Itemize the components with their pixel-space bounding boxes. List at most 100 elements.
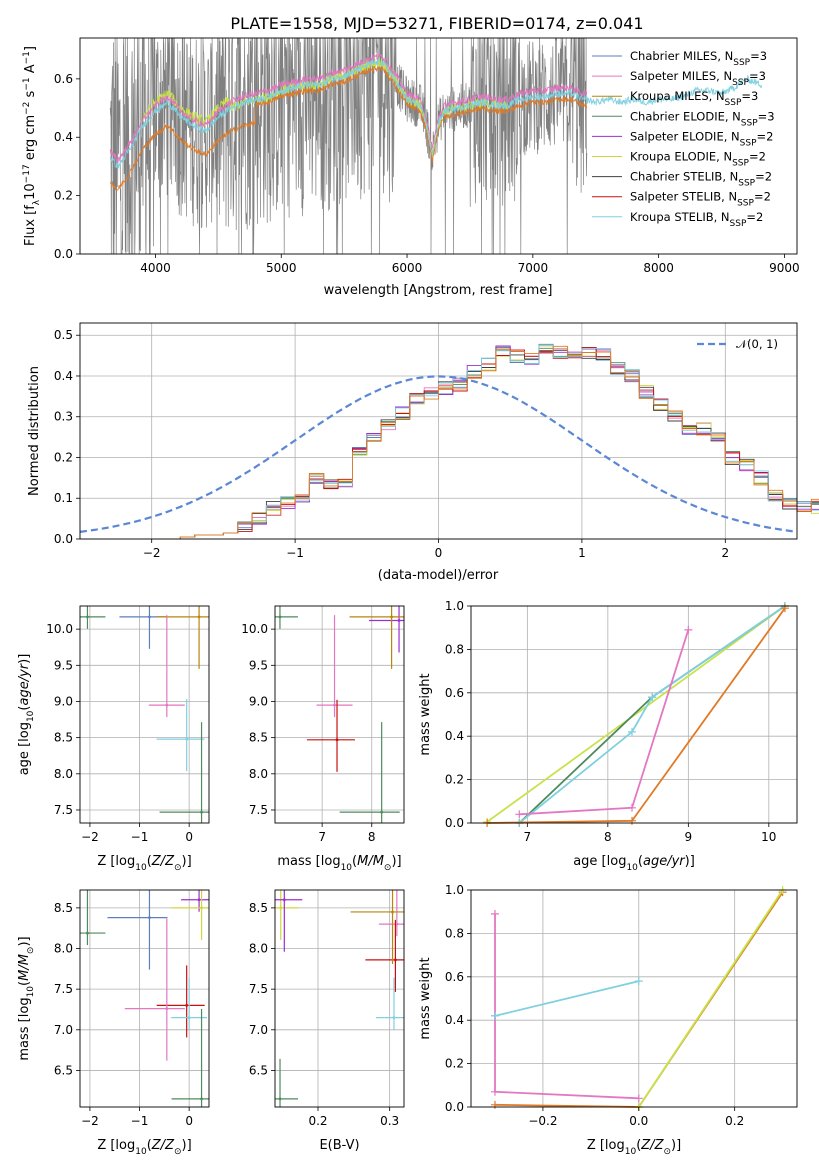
legend-label: Kroupa MILES, NSSP=3	[630, 89, 758, 108]
y-tick-label: 0.5	[54, 328, 73, 342]
axes-frame	[79, 889, 210, 1108]
data-point	[397, 619, 401, 622]
data-point	[390, 615, 393, 619]
y-tick-label: 0.4	[54, 369, 73, 383]
x-tick-label: −0.2	[528, 1114, 557, 1128]
y-tick-label: 0.0	[445, 1100, 464, 1114]
y-tick-label: 7.5	[54, 803, 73, 817]
plot-area	[275, 606, 404, 823]
marker	[490, 1011, 499, 1020]
x-tick-label: −2	[81, 830, 99, 844]
data-point	[185, 737, 189, 741]
x-tick-label: 4000	[140, 261, 171, 275]
marker	[627, 803, 636, 812]
x-tick-label: 10	[761, 830, 776, 844]
mass-weight-line	[487, 607, 786, 824]
x-tick-label: 9000	[769, 261, 800, 275]
histogram-step	[151, 349, 819, 540]
y-tick-label: 0.0	[54, 247, 73, 261]
y-tick-label: 0.6	[445, 686, 464, 700]
plot-area	[275, 890, 404, 1107]
y-axis-label: mass [log10(M/M⊙)]	[17, 936, 36, 1060]
x-tick-label: −1	[286, 546, 304, 560]
data-point	[391, 910, 394, 914]
data-point	[335, 738, 339, 742]
data-point	[165, 1007, 169, 1011]
y-tick-label: 7.5	[249, 803, 268, 817]
legend-label: Salpeter STELIB, NSSP=2	[630, 190, 771, 209]
y-tick-label: 0.2	[54, 450, 73, 464]
spectrum-panel: 4000 5000 6000 7000 8000 9000 0.0 0.2 0.4 0.6 Chab…	[22, 37, 800, 298]
x-tick-label: 0	[435, 546, 443, 560]
y-tick-label: 1.0	[445, 883, 464, 897]
x-tick-label: −2	[143, 546, 161, 560]
y-axis-label: Flux [fλ10−17 erg cm−2 s−1 A−1]	[22, 46, 42, 246]
y-tick-label: 0.4	[445, 1013, 464, 1027]
plot-area	[109, 38, 763, 254]
data-point	[165, 703, 169, 707]
plot-area	[80, 890, 209, 1107]
x-tick-label: 0	[185, 1114, 193, 1128]
marker	[648, 693, 657, 702]
y-tick-label: 0.2	[445, 773, 464, 787]
x-axis-label: Z [log10(Z/Z⊙)]	[587, 1138, 681, 1157]
mass-weight-line	[519, 629, 690, 816]
data-point	[86, 615, 89, 619]
plot-area	[483, 602, 789, 827]
marker	[490, 909, 499, 918]
x-tick-label: 0	[185, 830, 193, 844]
x-tick-label: −1	[131, 1114, 149, 1128]
axes-frame	[470, 605, 798, 824]
y-tick-label: 0.4	[54, 130, 73, 144]
x-axis-label: E(B-V)	[319, 1138, 359, 1153]
data-point	[187, 1016, 191, 1019]
data-point	[333, 703, 336, 707]
y-tick-label: 0.3	[54, 410, 73, 424]
legend-label: Salpeter ELODIE, NSSP=2	[630, 129, 773, 148]
axes-frame	[274, 605, 405, 824]
data-point	[200, 906, 203, 910]
y-tick-label: 7.0	[249, 1023, 268, 1037]
y-tick-label: 7.5	[54, 982, 73, 996]
x-tick-label: 0.0	[629, 1114, 648, 1128]
observed-spectrum	[109, 38, 588, 254]
histogram-step	[151, 345, 819, 540]
y-tick-label: 0.2	[445, 1057, 464, 1071]
histogram-step	[151, 347, 819, 540]
y-tick-label: 8.0	[249, 942, 268, 956]
y-axis-label: age [log10(age/yr)]	[17, 654, 36, 776]
y-tick-label: 8.5	[54, 731, 73, 745]
spectrum-lines	[109, 38, 763, 254]
y-tick-label: 0.2	[54, 189, 73, 203]
mass-weight-line	[494, 980, 640, 1017]
figure-title: PLATE=1558, MJD=53271, FIBERID=0174, z=0…	[230, 14, 643, 33]
x-tick-label: 9	[685, 830, 693, 844]
y-tick-label: 7.0	[54, 1023, 73, 1037]
marker	[634, 1094, 643, 1103]
axes-frame	[79, 37, 798, 255]
axes-frame	[274, 889, 405, 1108]
y-tick-label: 7.5	[249, 982, 268, 996]
model-spectrum	[109, 52, 588, 163]
x-tick-label: 2	[721, 546, 729, 560]
data-point	[394, 958, 397, 962]
x-tick-label: 8	[368, 830, 376, 844]
marker	[684, 625, 693, 634]
histogram-step	[151, 345, 819, 540]
y-tick-label: 0.0	[54, 532, 73, 546]
data-point	[148, 615, 151, 619]
model-spectrum	[109, 65, 588, 191]
marker	[490, 1100, 499, 1109]
plot-area	[80, 606, 209, 823]
y-axis-label: mass weight	[418, 957, 433, 1039]
age-vs-metallicity-panel: −2 −1 0 7.5 8.0 8.5 9.0 9.5 10.0 Z [log10(Z/Z⊙)] a…	[17, 605, 210, 873]
normal-curve	[79, 375, 798, 533]
data-point	[185, 1004, 189, 1007]
y-tick-label: 6.5	[249, 1063, 268, 1077]
data-point	[200, 810, 203, 814]
marker	[627, 816, 636, 825]
x-tick-label: 7000	[518, 261, 549, 275]
age-vs-mass-panel: 7 8 7.5 8.0 8.5 9.0 9.5 10.0 mass [log10(M/M⊙)]	[241, 605, 405, 873]
axes-frame	[470, 889, 798, 1108]
